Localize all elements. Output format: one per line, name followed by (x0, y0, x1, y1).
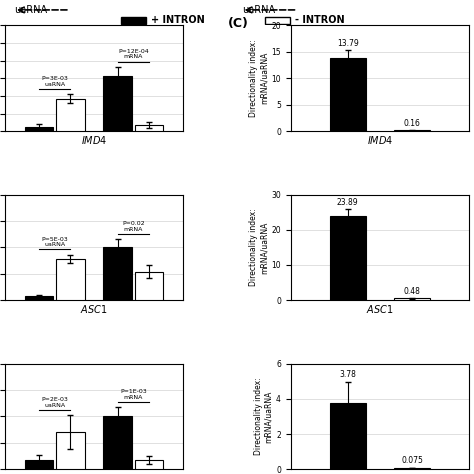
Bar (25, 297, 54, 300)
X-axis label: $\it{IMD4}$: $\it{IMD4}$ (81, 134, 107, 146)
Bar (25, 460, 54, 469)
Text: 0.16: 0.16 (404, 119, 420, 128)
Bar (330, 403, 365, 469)
Y-axis label: Directionality index:
mRNA/uaRNA: Directionality index: mRNA/uaRNA (254, 378, 273, 455)
Text: 13.79: 13.79 (337, 39, 359, 48)
Bar (121, 17, 146, 24)
Text: P=5E-03
uaRNA: P=5E-03 uaRNA (41, 237, 68, 247)
X-axis label: $\it{RPL30}$: $\it{RPL30}$ (364, 472, 396, 474)
Bar (265, 17, 291, 24)
Text: P=12E-04
mRNA: P=12E-04 mRNA (118, 49, 149, 59)
X-axis label: $\it{RPL30}$: $\it{RPL30}$ (78, 472, 110, 474)
Bar (135, 125, 164, 131)
X-axis label: $\it{IMD4}$: $\it{IMD4}$ (367, 134, 393, 146)
Bar (394, 130, 430, 131)
Text: - INTRON: - INTRON (295, 15, 345, 25)
Bar (330, 58, 365, 131)
Bar (394, 468, 430, 469)
Bar (103, 247, 132, 300)
Bar (394, 299, 430, 300)
Text: 0.48: 0.48 (404, 287, 420, 296)
Text: (C): (C) (228, 17, 249, 30)
Bar (135, 460, 164, 469)
Bar (25, 127, 54, 131)
Text: uaRNA: uaRNA (14, 5, 47, 15)
Bar (135, 272, 164, 300)
Text: 0.075: 0.075 (401, 456, 423, 465)
Text: P=0.02
mRNA: P=0.02 mRNA (122, 221, 145, 232)
Y-axis label: Directionality index:
mRNA/uaRNA: Directionality index: mRNA/uaRNA (249, 39, 268, 117)
Text: 23.89: 23.89 (337, 198, 359, 207)
Text: P=1E-03
mRNA: P=1E-03 mRNA (120, 389, 147, 400)
Y-axis label: Directionality index:
mRNA/uaRNA: Directionality index: mRNA/uaRNA (249, 209, 268, 286)
Bar (56, 259, 85, 300)
Bar (103, 417, 132, 469)
X-axis label: $\it{ASC1}$: $\it{ASC1}$ (366, 303, 393, 315)
Bar (103, 76, 132, 131)
Text: P=2E-03
uaRNA: P=2E-03 uaRNA (41, 397, 68, 408)
X-axis label: $\it{ASC1}$: $\it{ASC1}$ (81, 303, 108, 315)
Text: 3.78: 3.78 (339, 371, 356, 380)
Bar (330, 216, 365, 300)
Bar (56, 432, 85, 469)
Text: P=3E-03
uaRNA: P=3E-03 uaRNA (41, 76, 68, 87)
Text: uaRNA: uaRNA (242, 5, 275, 15)
Text: + INTRON: + INTRON (151, 15, 205, 25)
Bar (56, 99, 85, 131)
